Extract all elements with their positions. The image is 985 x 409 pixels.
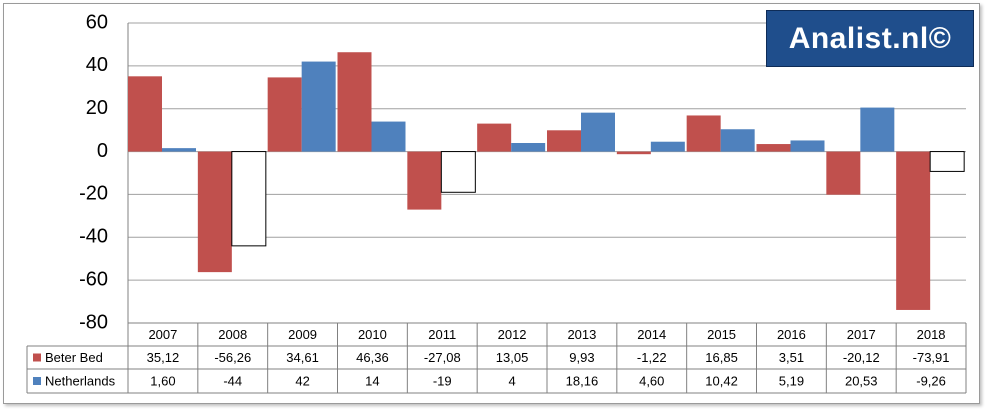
- data-label: 14: [365, 373, 379, 388]
- logo-text: Analist.nl©: [788, 21, 952, 55]
- data-label: 16,85: [705, 350, 738, 365]
- data-label: 4,60: [639, 373, 664, 388]
- data-label: -19: [433, 373, 452, 388]
- x-tick-label: 2018: [917, 327, 946, 342]
- bar-beter-bed-2017: [826, 151, 861, 195]
- bar-beter-bed-2011: [407, 151, 442, 210]
- y-tick-label: 60: [86, 11, 108, 33]
- data-label: -44: [223, 373, 242, 388]
- data-label: -9,26: [916, 373, 946, 388]
- bar-beter-bed-2014: [616, 151, 651, 155]
- legend-key-beter-bed: [33, 353, 41, 362]
- data-label: 9,93: [569, 350, 594, 365]
- bar-netherlands-2009: [301, 61, 336, 152]
- bar-beter-bed-2009: [267, 77, 302, 152]
- bar-netherlands-2017: [860, 107, 895, 152]
- data-label: -56,26: [214, 350, 251, 365]
- data-label: 5,19: [779, 373, 804, 388]
- bar-netherlands-2011: [440, 151, 476, 193]
- data-label: 13,05: [496, 350, 529, 365]
- data-label: 3,51: [779, 350, 804, 365]
- bar-beter-bed-2015: [686, 115, 721, 152]
- bar-beter-bed-2012: [477, 123, 512, 152]
- bar-netherlands-2010: [371, 121, 406, 152]
- bar-beter-bed-2018: [896, 151, 931, 310]
- data-label: 18,16: [566, 373, 599, 388]
- y-tick-label: 0: [97, 140, 108, 162]
- x-tick-label: 2011: [428, 327, 456, 342]
- legend-label: Beter Bed: [45, 350, 103, 365]
- y-tick-label: -80: [79, 311, 108, 333]
- x-tick-label: 2017: [847, 327, 876, 342]
- x-tick-label: 2009: [288, 327, 317, 342]
- y-tick-label: -60: [79, 268, 108, 290]
- bar-netherlands-2015: [720, 129, 755, 152]
- analist-logo: Analist.nl©: [766, 10, 974, 67]
- legend-label: Netherlands: [45, 373, 116, 388]
- x-tick-label: 2010: [358, 327, 387, 342]
- chart-frame: [3, 3, 980, 404]
- y-tick-label: -40: [79, 226, 108, 248]
- data-label: 35,12: [147, 350, 180, 365]
- data-label: 4: [508, 373, 515, 388]
- y-tick-label: 20: [86, 97, 108, 119]
- legend-key-netherlands: [33, 377, 41, 385]
- bar-netherlands-2008: [231, 151, 267, 247]
- data-label: -1,22: [637, 350, 667, 365]
- bar-netherlands-2016: [790, 140, 825, 152]
- x-tick-label: 2007: [148, 327, 177, 342]
- bar-beter-bed-2016: [756, 144, 791, 152]
- data-label: -73,91: [913, 350, 950, 365]
- data-label: -27,08: [424, 350, 461, 365]
- bar-netherlands-2007: [162, 148, 196, 152]
- data-label: 42: [295, 373, 309, 388]
- bar-netherlands-2012: [511, 143, 546, 152]
- data-label: 1,60: [150, 373, 175, 388]
- bar-beter-bed-2008: [197, 151, 232, 273]
- x-tick-label: 2014: [637, 327, 666, 342]
- bar-netherlands-2013: [581, 112, 615, 152]
- bar-netherlands-2018: [929, 151, 965, 172]
- data-label: 34,61: [286, 350, 319, 365]
- x-tick-label: 2012: [498, 327, 527, 342]
- data-label: 10,42: [705, 373, 738, 388]
- data-label: 46,36: [356, 350, 389, 365]
- bar-beter-bed-2007: [128, 76, 162, 152]
- y-tick-label: 40: [86, 54, 108, 76]
- x-tick-label: 2008: [218, 327, 247, 342]
- data-label: 20,53: [845, 373, 878, 388]
- x-tick-label: 2013: [567, 327, 596, 342]
- x-tick-label: 2016: [777, 327, 806, 342]
- bar-beter-bed-2013: [547, 130, 581, 152]
- bar-netherlands-2014: [650, 141, 685, 152]
- bar-beter-bed-2010: [337, 52, 372, 152]
- x-tick-label: 2015: [707, 327, 736, 342]
- data-label: -20,12: [843, 350, 880, 365]
- y-tick-label: -20: [79, 183, 108, 205]
